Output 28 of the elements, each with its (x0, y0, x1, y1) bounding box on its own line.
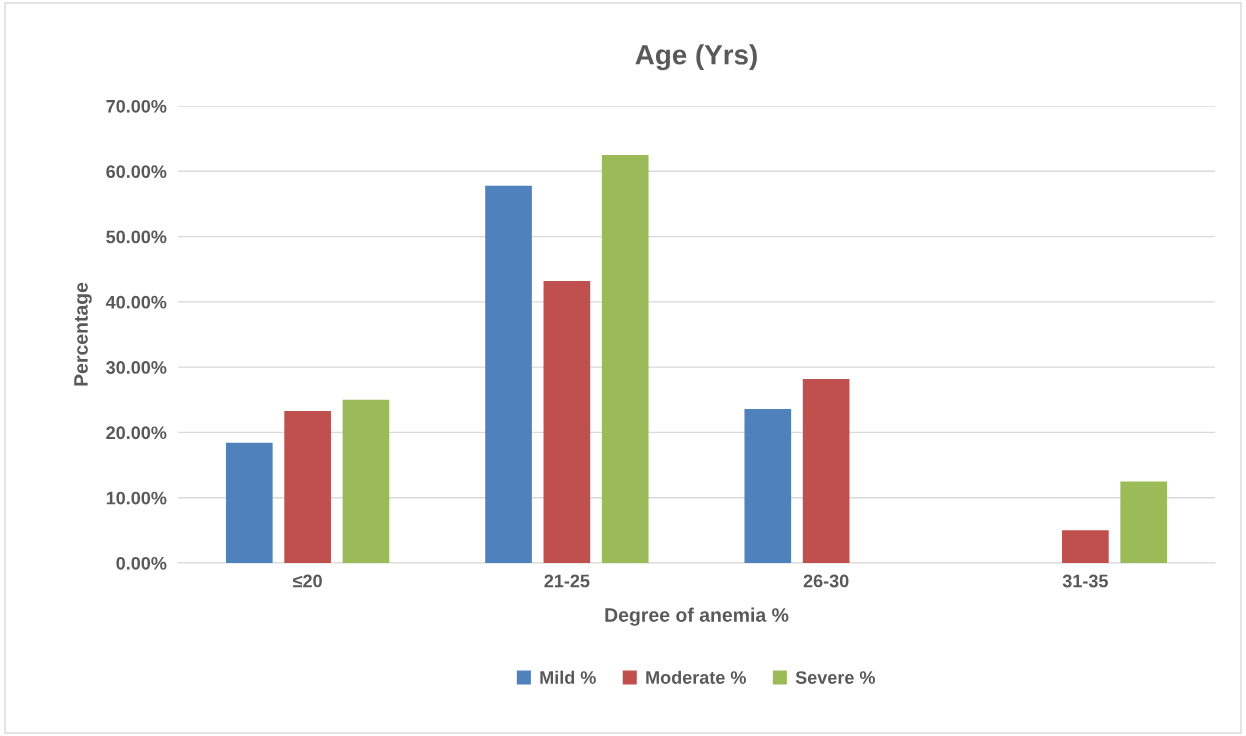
y-tick-label: 40.00% (105, 295, 167, 309)
bar (802, 378, 850, 563)
x-tick-label: 21-25 (544, 574, 590, 588)
bar (225, 442, 273, 563)
bar (1120, 481, 1168, 563)
y-tick-label: 30.00% (106, 361, 167, 374)
x-axis-title: Degree of anemia % (605, 607, 789, 626)
bar (284, 410, 331, 563)
x-tick-label: 26-30 (803, 574, 849, 588)
legend-label: Moderate % (646, 670, 746, 684)
x-tick-label: ≤20 (293, 574, 322, 588)
y-axis-title: Percentage (74, 282, 92, 386)
y-tick-label: 50.00% (106, 230, 167, 244)
bar (485, 185, 532, 563)
legend-label: Mild % (540, 670, 596, 684)
x-tick-label: 31-35 (1062, 574, 1108, 588)
y-tick-label: 70.00% (106, 99, 167, 113)
bar (601, 154, 649, 563)
bar (744, 408, 792, 563)
bar (543, 280, 591, 563)
bar (342, 399, 390, 563)
legend-label: Severe % (795, 671, 876, 684)
y-tick-label: 10.00% (106, 491, 167, 505)
y-tick-label: 60.00% (106, 165, 167, 179)
bar (1062, 530, 1109, 563)
y-tick-label: 0.00% (116, 556, 167, 570)
y-tick-label: 20.00% (106, 426, 167, 440)
chart-title: Age (Yrs) (635, 44, 757, 71)
